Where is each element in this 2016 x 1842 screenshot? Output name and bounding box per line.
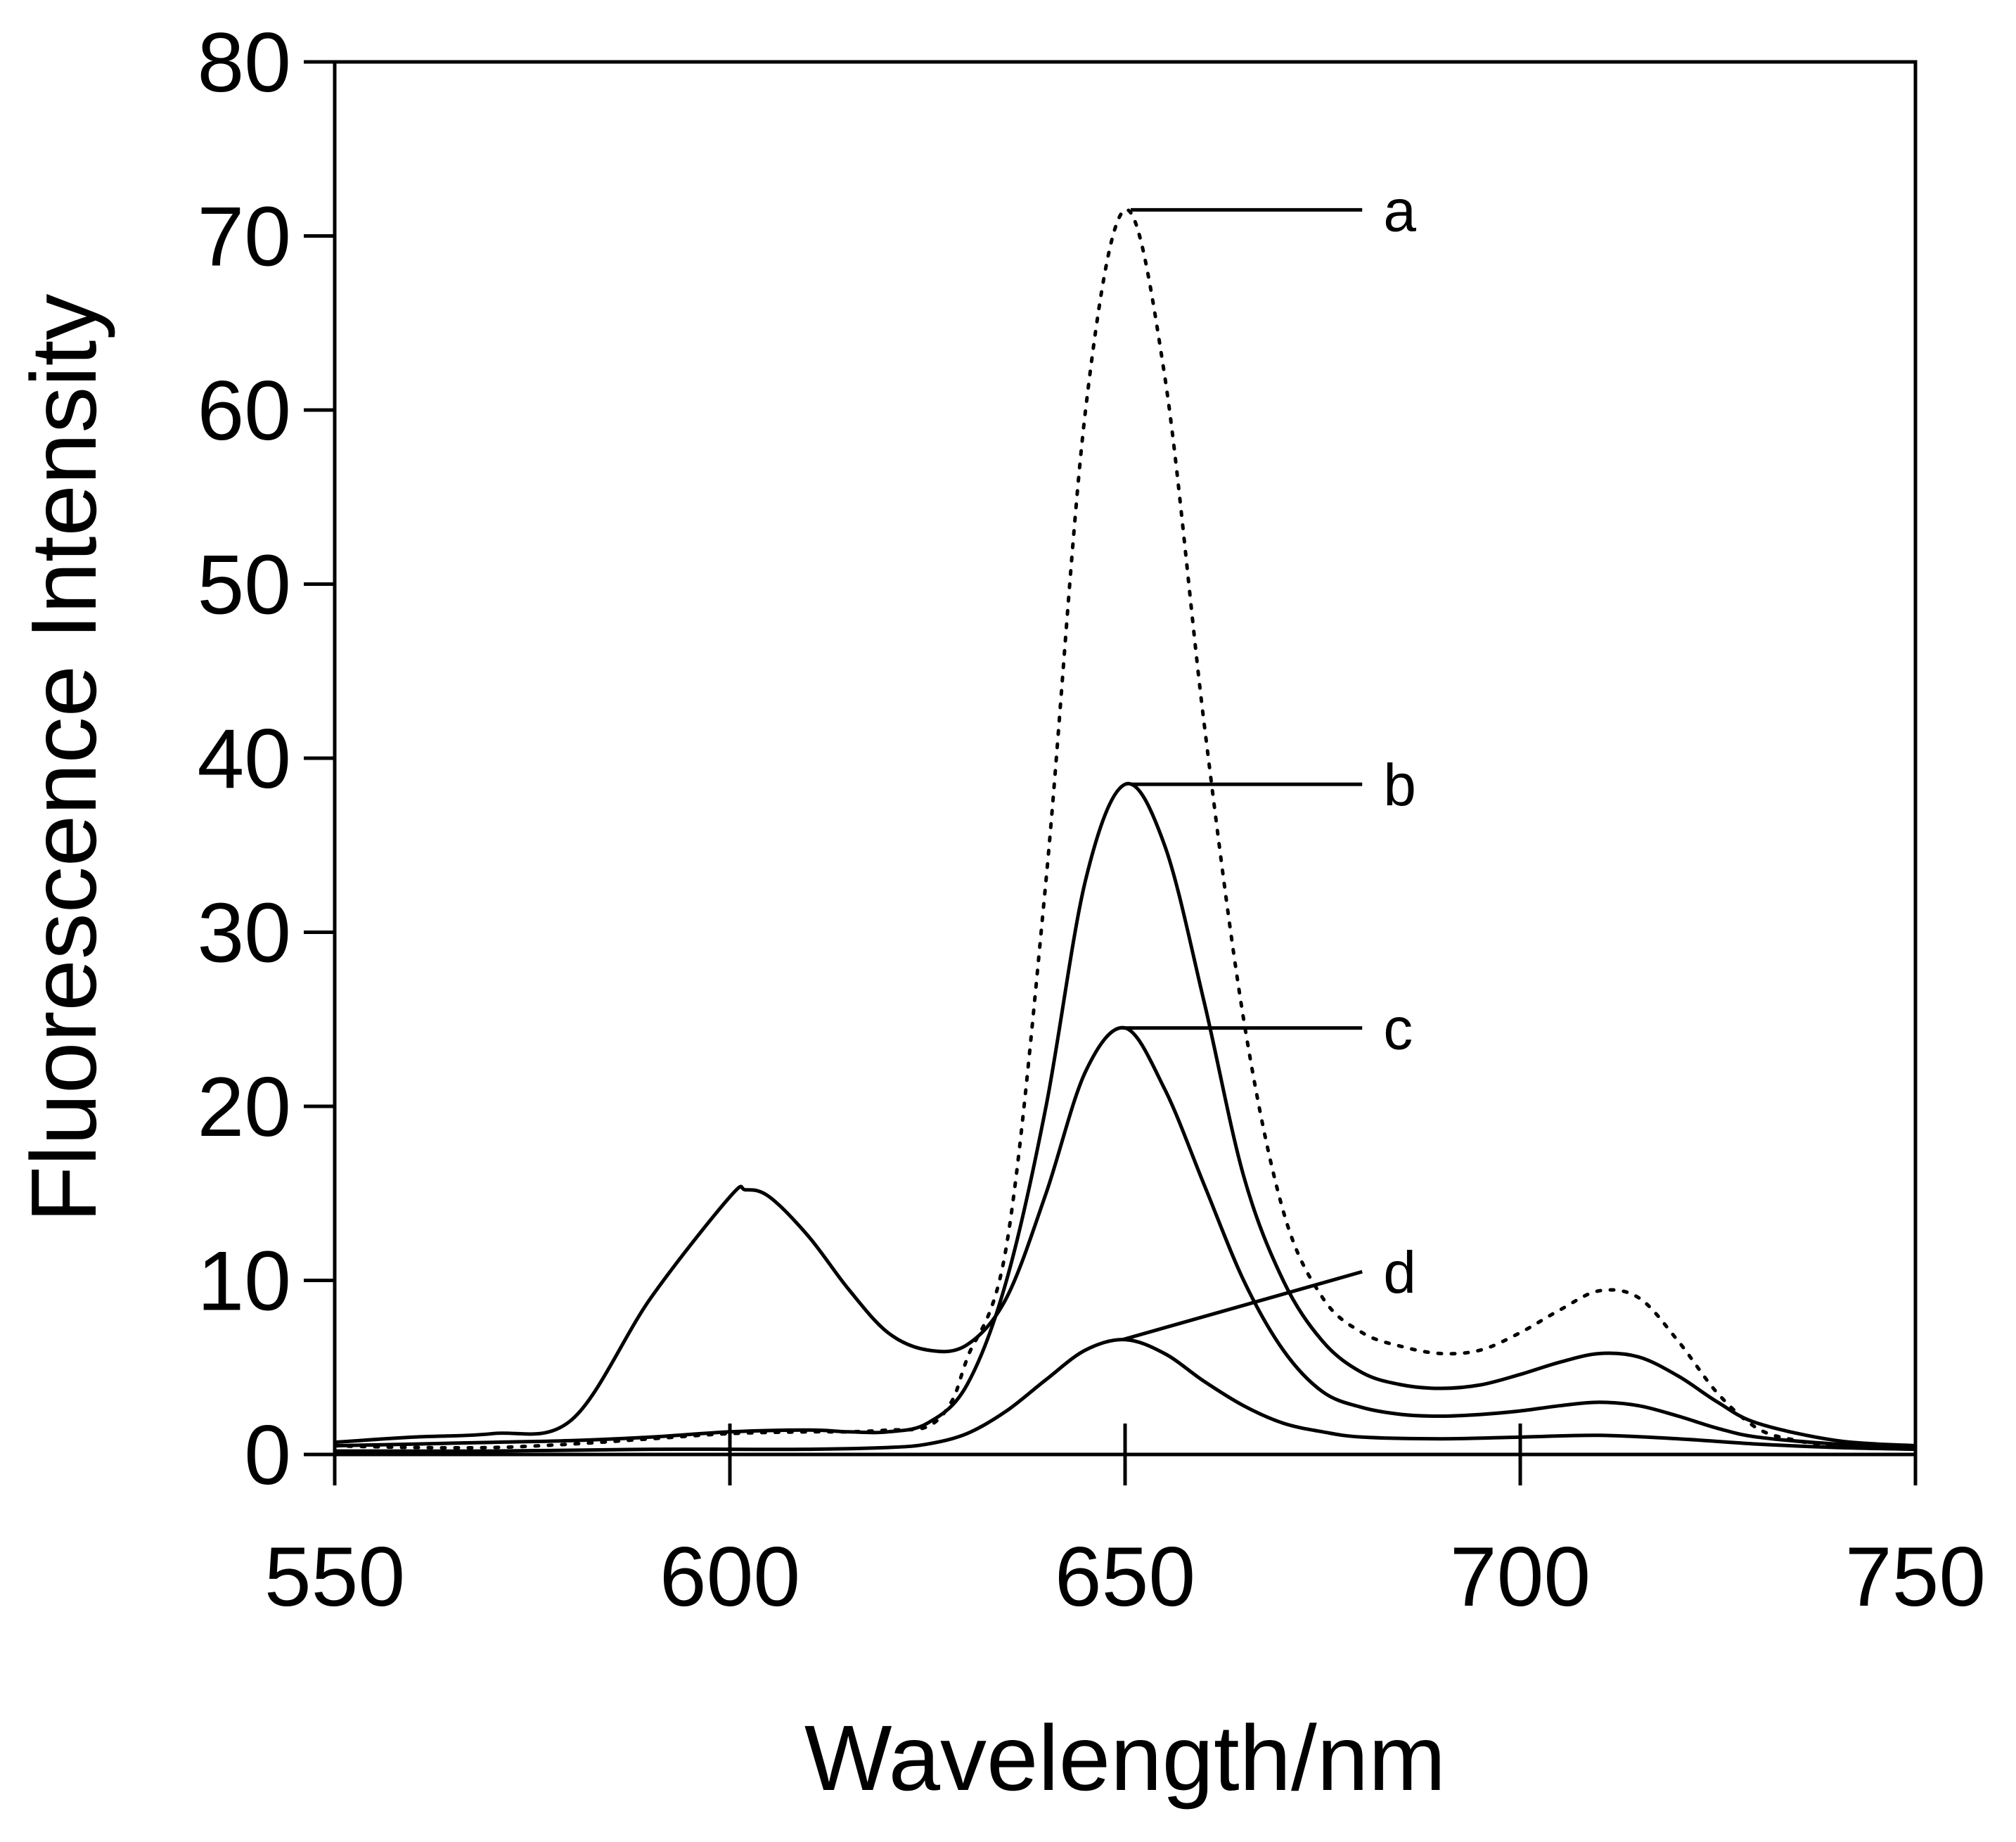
x-tick-label: 650	[1055, 1530, 1195, 1624]
x-tick-label: 750	[1845, 1530, 1986, 1624]
x-axis-title: Wavelength/nm	[804, 1706, 1446, 1810]
data-series	[333, 207, 1918, 1453]
plot-frame	[333, 60, 1918, 1457]
series-b-line	[334, 781, 1916, 1448]
y-tick-label: 30	[198, 886, 291, 980]
series-a-line	[333, 207, 1918, 1452]
curve-label-d: d	[1383, 1239, 1416, 1305]
y-tick-label: 70	[198, 190, 291, 284]
curve-label-c: c	[1383, 996, 1413, 1062]
y-tick-label: 0	[244, 1408, 291, 1502]
curve-label-b: b	[1383, 752, 1416, 818]
y-tick-label: 60	[198, 364, 291, 458]
series-d-line	[334, 1338, 1916, 1453]
y-tick-label: 50	[198, 538, 291, 632]
y-tick-label: 10	[198, 1234, 291, 1329]
y-tick-label: 20	[198, 1060, 291, 1154]
y-tick-label: 80	[198, 15, 291, 110]
curve-annotations: a b c d	[1122, 177, 1416, 1342]
x-tick-label: 700	[1450, 1530, 1591, 1624]
axis-ticks: 550 600 650 700 750 0 10 20 30 40 50 60 70 80	[198, 15, 1986, 1624]
x-tick-label: 550	[264, 1530, 405, 1624]
x-tick-label: 600	[660, 1530, 800, 1624]
y-tick-label: 40	[198, 712, 291, 806]
annotation-leader-d	[1122, 1269, 1363, 1342]
y-axis-title: Fluorescence Intensity	[12, 294, 115, 1223]
series-c-line	[334, 1025, 1916, 1450]
curve-label-a: a	[1383, 177, 1416, 243]
